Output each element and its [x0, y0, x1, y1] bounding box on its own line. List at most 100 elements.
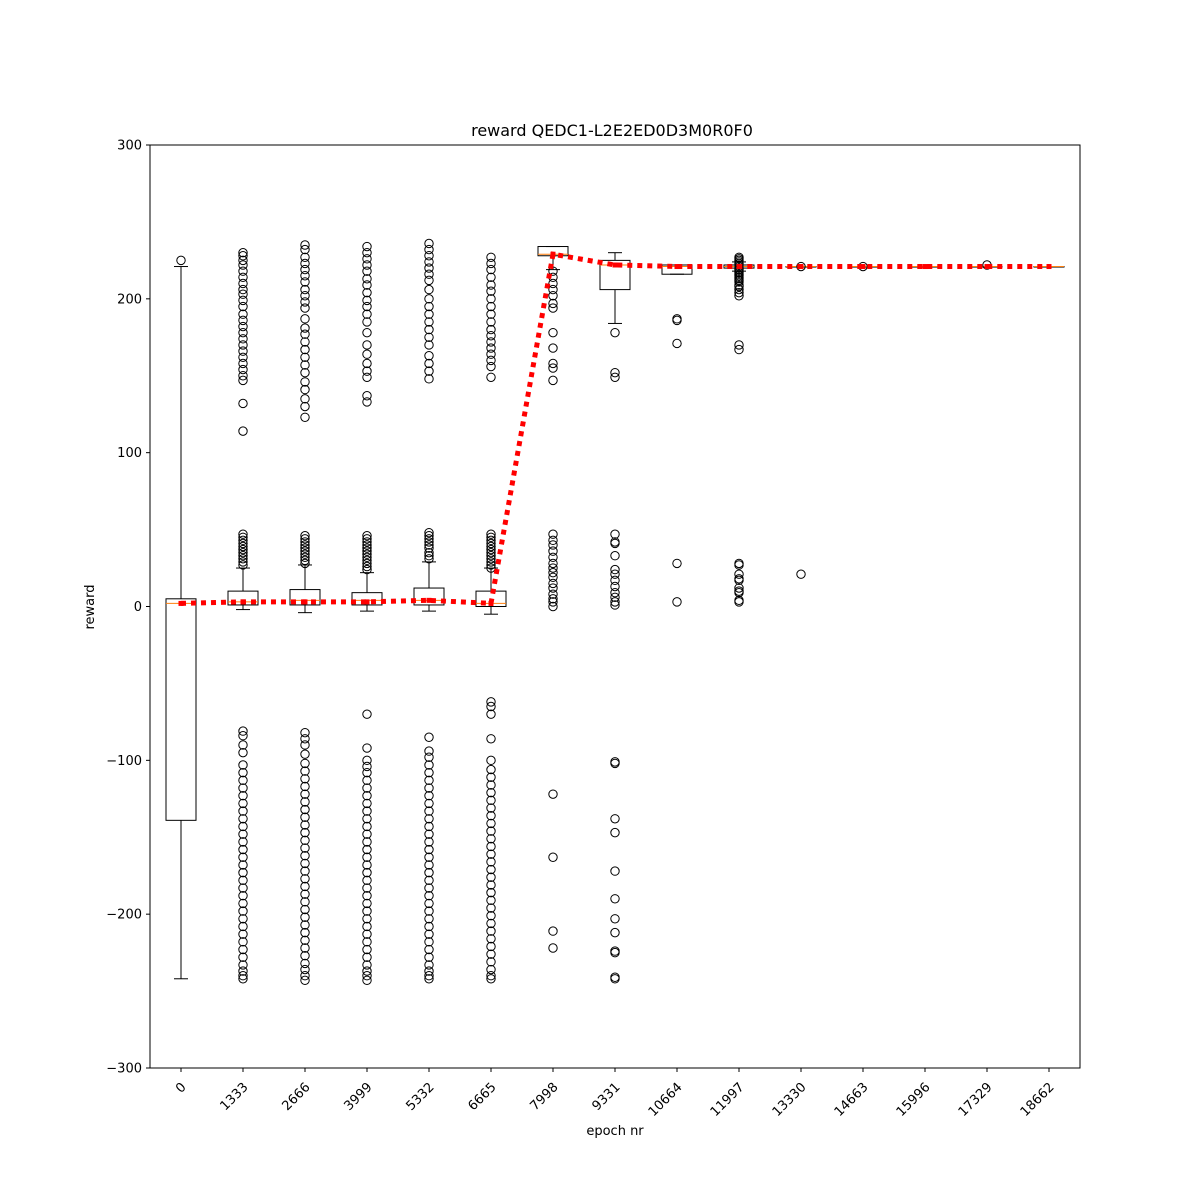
outlier-point [300, 329, 310, 339]
outlier-point [424, 921, 434, 932]
outlier-point [486, 560, 496, 570]
outlier-point [548, 563, 558, 573]
outlier-point [362, 867, 372, 878]
outlier-point [362, 960, 372, 970]
outlier-point [486, 849, 496, 859]
x-tick-label: 18662 [1018, 1080, 1058, 1120]
outlier-point [238, 358, 248, 369]
outlier-point [238, 340, 248, 350]
outlier-point [238, 867, 248, 878]
outlier-point [486, 772, 496, 782]
outlier-point [548, 601, 558, 612]
outlier-point [238, 747, 248, 758]
outlier-point [610, 814, 620, 824]
outlier-point [362, 372, 372, 382]
outlier-point [300, 412, 310, 422]
outlier-point [672, 338, 682, 349]
outlier-point [486, 709, 496, 719]
outlier-point [424, 867, 434, 878]
outlier-point [300, 555, 310, 566]
outlier-point [548, 597, 558, 607]
outlier-point [424, 527, 434, 538]
box-group [165, 255, 197, 980]
outlier-point [238, 760, 248, 770]
outlier-point [300, 264, 310, 275]
outlier-point [610, 367, 620, 378]
outlier-point [362, 860, 372, 870]
outlier-point [486, 880, 496, 890]
box [599, 259, 631, 291]
outlier-point [486, 826, 496, 836]
outlier-point [300, 352, 310, 362]
outlier-point [300, 975, 310, 986]
outlier-point [238, 837, 248, 847]
outlier-point [424, 844, 434, 855]
outlier-point [362, 540, 372, 550]
outlier-point [238, 974, 248, 984]
outlier-point [362, 241, 372, 252]
outlier-point [424, 746, 434, 756]
outlier-point [424, 944, 434, 955]
outlier-point [300, 549, 310, 559]
outlier-point [300, 534, 310, 544]
outlier-point [548, 363, 558, 373]
outlier-point [424, 821, 434, 832]
outlier-point [300, 258, 310, 269]
box [351, 592, 383, 606]
outlier-point [424, 366, 434, 376]
outlier-point [610, 927, 620, 938]
outlier-point [362, 898, 372, 909]
outlier-point [424, 898, 434, 909]
outlier-point [362, 391, 372, 401]
box [227, 590, 259, 606]
outlier-point [238, 260, 248, 270]
outlier-point [796, 261, 806, 272]
box-group [537, 246, 569, 953]
outlier-point [486, 349, 496, 359]
outlier-point [610, 894, 620, 904]
outlier-point [300, 323, 310, 333]
outlier-point [362, 743, 372, 753]
outlier-point [424, 860, 434, 870]
outlier-point [610, 587, 620, 598]
outlier-point [486, 280, 496, 290]
outlier-point [300, 314, 310, 324]
x-tick-label: 15996 [894, 1080, 934, 1120]
outlier-point [486, 563, 496, 573]
outlier-point [238, 557, 248, 567]
outlier-point [486, 926, 496, 936]
outlier-point [548, 303, 558, 313]
outlier-point [548, 327, 558, 338]
outlier-point [486, 557, 496, 567]
outlier-point [300, 546, 310, 556]
outlier-point [362, 309, 372, 319]
outlier-point [610, 974, 620, 984]
outlier-point [486, 324, 496, 335]
outlier-point [610, 538, 620, 549]
outlier-point [548, 358, 558, 369]
outlier-point [300, 384, 310, 395]
outlier-point [424, 952, 434, 962]
outlier-point [486, 918, 496, 929]
outlier-point [486, 964, 496, 975]
outlier-point [486, 361, 496, 372]
outlier-point [486, 309, 496, 319]
outlier-point [486, 803, 496, 813]
outlier-point [486, 547, 496, 558]
outlier-point [300, 897, 310, 907]
mean-point [674, 264, 680, 270]
outlier-point [362, 814, 372, 824]
outlier-point [300, 851, 310, 861]
outlier-point [300, 958, 310, 969]
box-group [475, 252, 507, 984]
outlier-point [362, 561, 372, 572]
outlier-point [486, 974, 496, 984]
outlier-point [486, 294, 496, 304]
outlier-point [610, 866, 620, 876]
outlier-point [548, 594, 558, 604]
y-tick-label: 100 [117, 446, 142, 461]
box-group [599, 252, 631, 984]
outlier-point [548, 546, 558, 556]
outlier-point [238, 806, 248, 816]
outlier-point [486, 818, 496, 829]
